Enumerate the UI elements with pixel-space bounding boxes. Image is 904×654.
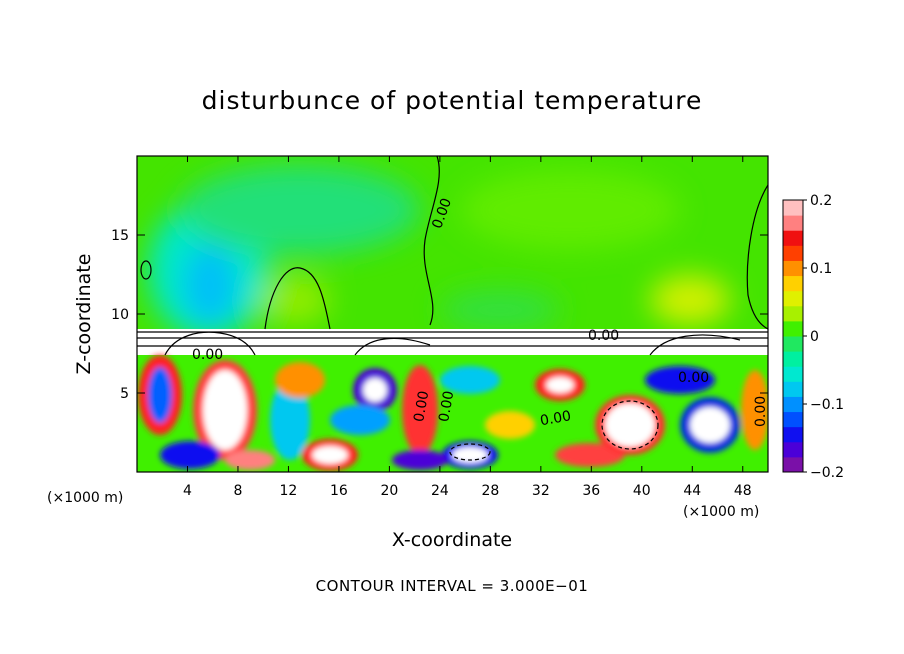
- x-tick-label: 28: [481, 483, 499, 499]
- contour-line: [649, 334, 741, 356]
- colorbar-swatch: [783, 456, 803, 473]
- contour-line: [164, 331, 256, 356]
- x-tick-label: 8: [233, 483, 242, 499]
- x-unit-label: (×1000 m): [47, 490, 123, 506]
- colorbar-tick-label: 0.1: [810, 261, 832, 277]
- colorbar-swatch: [783, 396, 803, 413]
- colorbar-tick-label: 0: [810, 329, 819, 345]
- contour-line: [746, 184, 768, 330]
- turbulent-blobs: [138, 355, 768, 471]
- colorbar: [783, 200, 803, 473]
- contour-line: [354, 337, 431, 356]
- colorbar-swatch: [783, 426, 803, 443]
- cool-anomaly: [180, 165, 420, 255]
- x-tick-label: 48: [734, 483, 752, 499]
- colorbar-swatch: [783, 351, 803, 367]
- contour-interval-note: CONTOUR INTERVAL = 3.000E−01: [315, 577, 589, 595]
- cool-anomaly: [184, 245, 236, 325]
- field-plot: 0.00 0.00 0.00 0.00 0.00 0.00 0.00 0.00: [137, 156, 769, 472]
- colorbar-swatch: [783, 200, 803, 216]
- x-tick-label: 40: [633, 483, 651, 499]
- contour-line: [449, 443, 491, 461]
- x-tick-label: 32: [532, 483, 550, 499]
- y-axis: 5 10 15: [111, 228, 768, 402]
- colorbar-swatch: [783, 411, 803, 428]
- x-tick-label: 36: [582, 483, 600, 499]
- y-tick-label: 15: [111, 228, 129, 244]
- colorbar-swatch: [783, 381, 803, 397]
- x-tick-label: 24: [431, 483, 449, 499]
- colorbar-swatch: [783, 320, 803, 337]
- contour-line: [601, 400, 659, 450]
- colorbar-swatch: [783, 441, 803, 458]
- contour-line: [140, 260, 152, 280]
- contour-label: 0.00: [411, 390, 432, 423]
- contour-lines: [137, 156, 768, 461]
- x-tick-label: 16: [330, 483, 348, 499]
- chart-title: disturbunce of potential temperature: [201, 86, 703, 115]
- contour-labels: 0.00 0.00 0.00 0.00 0.00 0.00 0.00 0.00: [192, 196, 769, 429]
- contour-label: 0.00: [588, 328, 619, 344]
- warm-anomaly: [260, 275, 330, 325]
- contour-label: 0.00: [436, 390, 457, 423]
- y-tick-label: 5: [120, 386, 129, 402]
- colorbar-swatch: [783, 336, 803, 352]
- colorbar-swatch: [783, 215, 803, 231]
- colorbar-swatch: [783, 245, 803, 261]
- contour-label: 0.00: [192, 347, 223, 363]
- contour-line: [423, 156, 440, 326]
- contour-line: [264, 267, 331, 330]
- y-tick-label: 10: [111, 307, 129, 323]
- warm-anomaly: [460, 170, 680, 250]
- colorbar-swatch: [783, 366, 803, 382]
- transition-band: [137, 329, 768, 355]
- x-tick-label: 4: [183, 483, 192, 499]
- warm-anomaly: [650, 275, 730, 325]
- colorbar-swatch: [783, 275, 803, 292]
- contour-label: 0.00: [753, 396, 769, 427]
- colorbar-ticks: 0.2 0.1 0 −0.1 −0.2: [803, 193, 844, 481]
- cool-anomaly: [440, 290, 560, 330]
- x-tick-label: 20: [380, 483, 398, 499]
- z-unit-label: (×1000 m): [683, 504, 759, 520]
- x-tick-label: 44: [683, 483, 701, 499]
- contour-line: [137, 331, 768, 347]
- colorbar-tick-label: −0.2: [810, 465, 844, 481]
- x-axis-title: X-coordinate: [392, 529, 512, 551]
- colorbar-swatch: [783, 230, 803, 246]
- x-axis: 4 8 12 16 20 24 28 32 36 40 44 48: [183, 156, 752, 499]
- x-tick-label: 12: [280, 483, 298, 499]
- contour-label: 0.00: [678, 370, 709, 386]
- contour-label: 0.00: [539, 408, 572, 429]
- colorbar-swatch: [783, 290, 803, 307]
- colorbar-tick-label: −0.1: [810, 397, 844, 413]
- colorbar-tick-label: 0.2: [810, 193, 832, 209]
- y-axis-title: Z-coordinate: [73, 254, 95, 375]
- colorbar-swatch: [783, 260, 803, 277]
- colorbar-swatch: [783, 305, 803, 322]
